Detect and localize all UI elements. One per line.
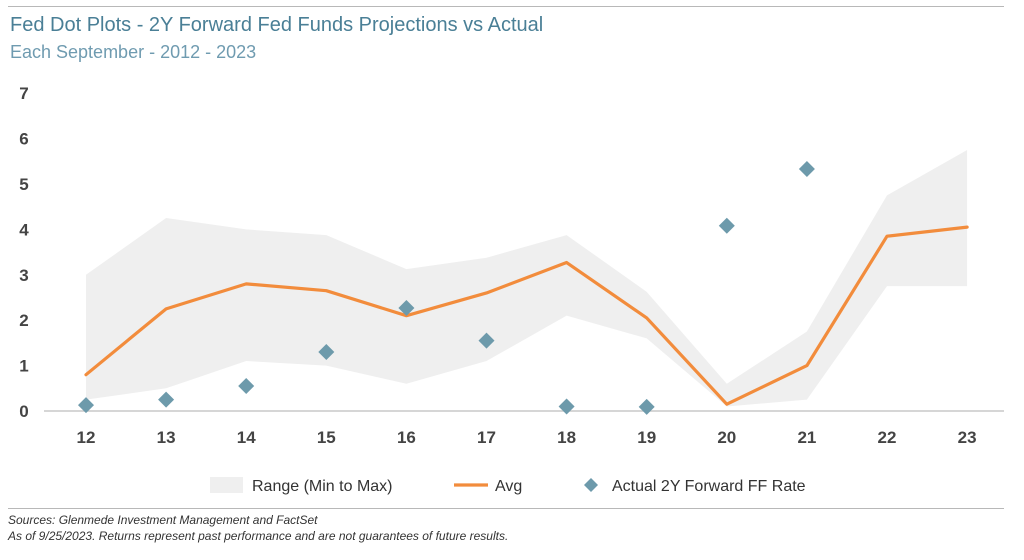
actual-point <box>158 391 175 408</box>
x-tick-label: 16 <box>397 428 416 447</box>
actual-point <box>78 397 94 414</box>
actual-point <box>798 161 815 178</box>
legend-swatch-range <box>210 477 243 493</box>
actual-point <box>558 398 575 415</box>
avg-line <box>84 225 969 406</box>
x-tick-label: 20 <box>717 428 736 447</box>
x-tick-label: 22 <box>878 428 897 447</box>
y-tick-label: 2 <box>19 311 28 330</box>
actual-point <box>718 217 735 234</box>
legend-swatch-actual <box>584 478 598 492</box>
x-tick-label: 15 <box>317 428 336 447</box>
actual-point <box>398 299 415 316</box>
y-tick-label: 1 <box>19 357 28 376</box>
actual-point <box>238 378 255 395</box>
legend-label-actual: Actual 2Y Forward FF Rate <box>612 478 806 495</box>
chart-subtitle: Each September - 2012 - 2023 <box>10 42 257 62</box>
legend-label-avg: Avg <box>495 478 522 495</box>
y-tick-label: 5 <box>19 175 28 194</box>
y-tick-label: 3 <box>19 266 28 285</box>
source-line-1: Sources: Glenmede Investment Management … <box>8 513 318 527</box>
y-tick-label: 4 <box>19 220 29 239</box>
x-tick-label: 19 <box>637 428 656 447</box>
legend-label-range: Range (Min to Max) <box>252 478 393 495</box>
y-tick-label: 0 <box>19 402 28 421</box>
bottom-rule <box>8 508 1004 509</box>
x-tick-label: 14 <box>237 428 256 447</box>
x-tick-label: 12 <box>77 428 96 447</box>
actual-point <box>318 343 335 360</box>
actual-point <box>478 332 495 349</box>
x-tick-label: 23 <box>958 428 977 447</box>
chart-title: Fed Dot Plots - 2Y Forward Fed Funds Pro… <box>10 14 544 36</box>
x-tick-label: 13 <box>157 428 176 447</box>
source-line-2: As of 9/25/2023. Returns represent past … <box>8 529 509 543</box>
y-tick-label: 7 <box>19 84 28 103</box>
x-tick-label: 21 <box>797 428 816 447</box>
source-note: Sources: Glenmede Investment Management … <box>8 512 508 544</box>
top-rule <box>8 6 1004 7</box>
y-tick-label: 6 <box>19 130 28 149</box>
x-tick-label: 18 <box>557 428 576 447</box>
x-tick-label: 17 <box>477 428 496 447</box>
actual-point <box>638 398 655 415</box>
